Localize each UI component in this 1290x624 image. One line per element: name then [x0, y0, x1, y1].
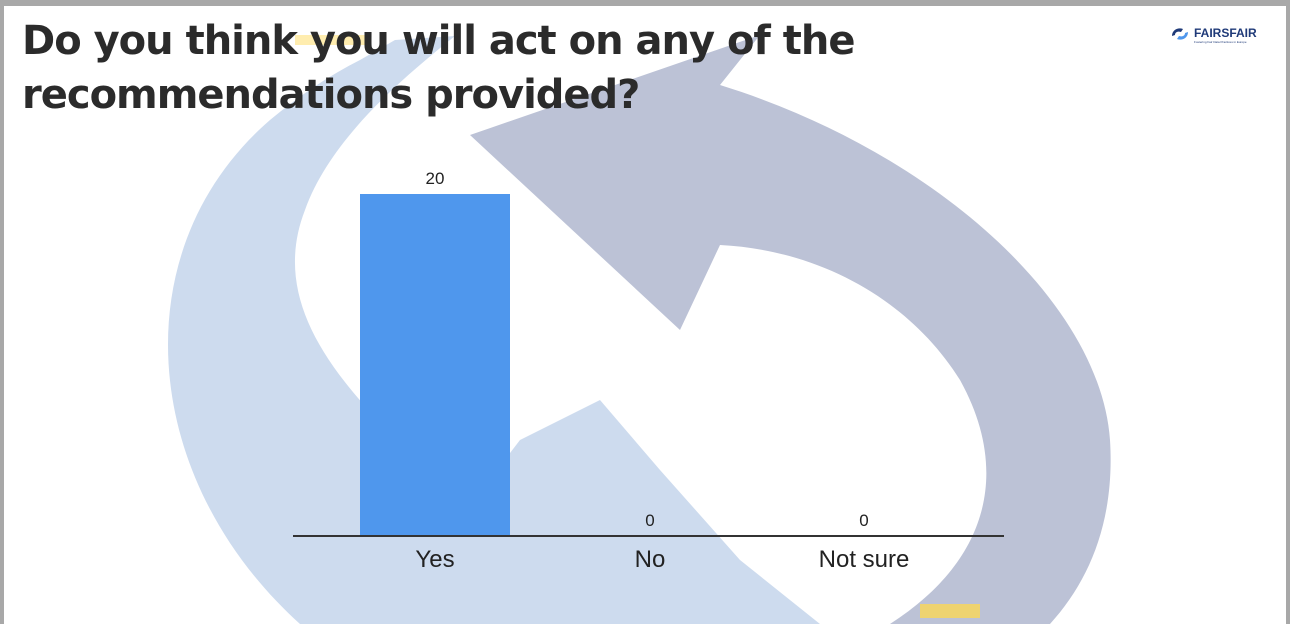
category-label: Not sure — [819, 546, 910, 573]
data-label: 0 — [645, 511, 654, 530]
category-label: No — [635, 546, 666, 573]
fairsfair-logo-icon — [1172, 28, 1188, 40]
logo-name: FAIRSFAIR — [1194, 26, 1257, 40]
fairsfair-logo: FAIRSFAIR Fostering Fair Data Practices … — [1170, 26, 1275, 46]
bar-yes — [360, 194, 510, 536]
slide-title: Do you think you will act on any of the … — [22, 18, 855, 118]
light-arrow-shape — [167, 36, 820, 624]
yellow-accent — [295, 35, 365, 45]
logo-tagline: Fostering Fair Data Practices in Europe — [1194, 40, 1247, 44]
dark-arrow-shape — [470, 35, 1111, 624]
category-label: Yes — [415, 546, 454, 573]
data-label: 20 — [426, 169, 445, 188]
yellow-accent — [920, 604, 980, 618]
data-label: 0 — [859, 511, 868, 530]
